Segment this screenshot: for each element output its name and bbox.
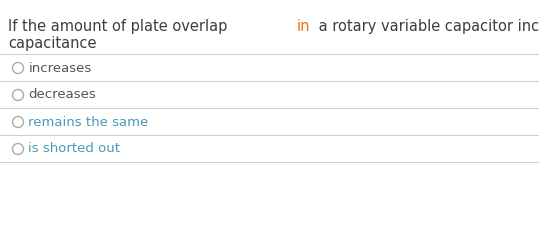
Text: in: in (297, 19, 310, 34)
Text: a rotary variable capacitor increases, the: a rotary variable capacitor increases, t… (314, 19, 539, 34)
Text: increases: increases (29, 62, 92, 74)
Text: decreases: decreases (29, 88, 96, 101)
Text: remains the same: remains the same (29, 115, 149, 128)
Text: capacitance: capacitance (8, 36, 96, 51)
Text: is shorted out: is shorted out (29, 142, 121, 155)
Text: If the amount of plate overlap: If the amount of plate overlap (8, 19, 232, 34)
